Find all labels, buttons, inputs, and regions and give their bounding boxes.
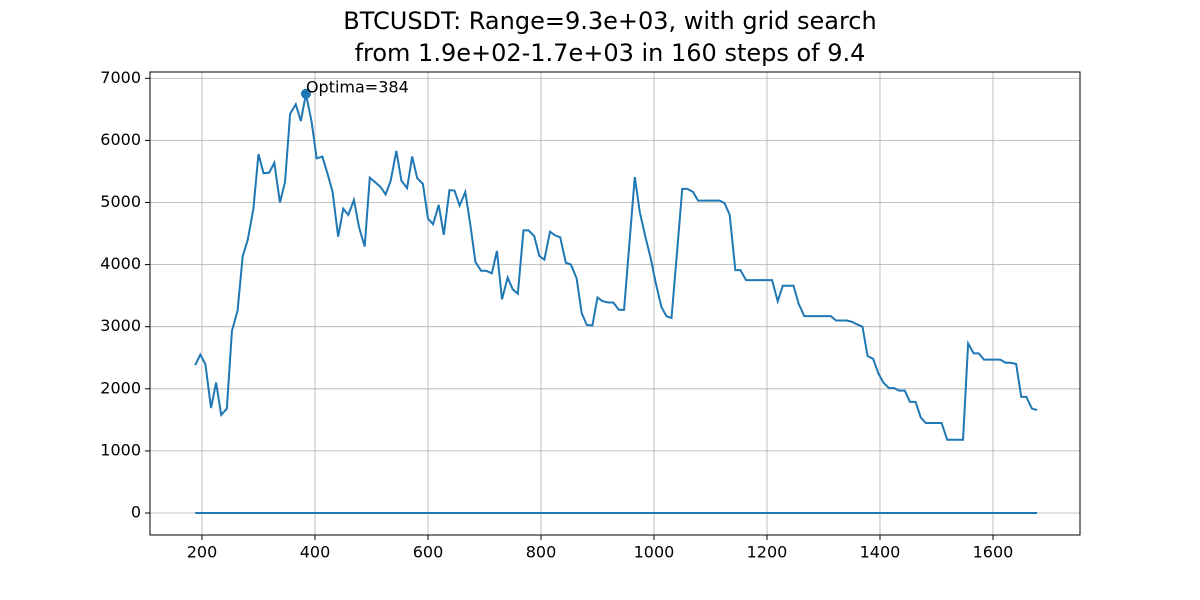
x-tick-label: 400: [300, 543, 331, 562]
optima-marker: [300, 88, 311, 99]
chart-title: BTCUSDT: Range=9.3e+03, with grid search: [343, 7, 876, 35]
y-tick-label: 5000: [100, 192, 141, 211]
y-tick-label: 1000: [100, 440, 141, 459]
chart-title: from 1.9e+02-1.7e+03 in 160 steps of 9.4: [355, 39, 866, 67]
data-line: [194, 93, 1038, 441]
x-tick-label: 1400: [860, 543, 901, 562]
y-tick-label: 2000: [100, 378, 141, 397]
y-tick-label: 4000: [100, 254, 141, 273]
x-tick-label: 200: [187, 543, 218, 562]
x-tick-label: 1000: [634, 543, 675, 562]
y-tick-label: 6000: [100, 130, 141, 149]
y-tick-label: 0: [131, 503, 141, 522]
x-tick-label: 800: [526, 543, 557, 562]
y-tick-label: 7000: [100, 68, 141, 87]
y-tick-label: 3000: [100, 316, 141, 335]
x-tick-label: 1600: [973, 543, 1014, 562]
x-tick-label: 600: [413, 543, 444, 562]
plot-frame: [149, 71, 1081, 536]
x-tick-label: 1200: [747, 543, 788, 562]
annotation: Optima=384: [306, 77, 409, 96]
